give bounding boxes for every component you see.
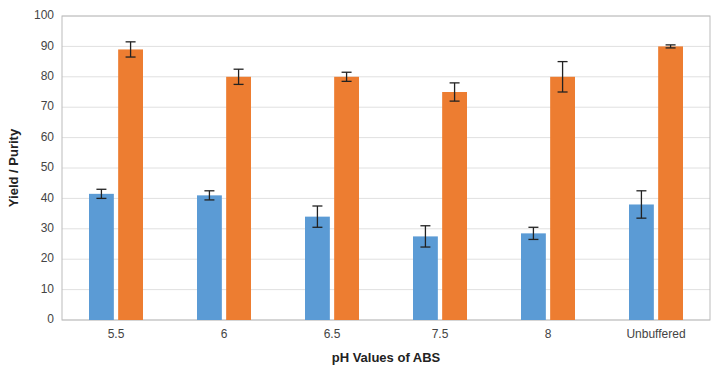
- bar: [521, 233, 546, 320]
- x-tick-label: 6: [221, 327, 228, 341]
- bar: [413, 236, 438, 320]
- bar: [334, 77, 359, 320]
- bar: [89, 194, 114, 320]
- grid-line: [62, 76, 710, 77]
- bars: [89, 42, 683, 320]
- grid-line: [62, 259, 710, 260]
- bar: [226, 77, 251, 320]
- y-tick-label: 10: [41, 282, 55, 296]
- error-bar: [450, 83, 460, 101]
- error-bar: [234, 69, 244, 84]
- error-bar: [126, 42, 136, 57]
- error-bar: [666, 45, 676, 48]
- x-tick-label: 5.5: [108, 327, 125, 341]
- bar: [118, 49, 143, 320]
- y-tick-label: 50: [41, 160, 55, 174]
- error-bar: [204, 191, 214, 200]
- error-bar: [96, 189, 106, 198]
- error-bar: [558, 62, 568, 92]
- bar: [550, 77, 575, 320]
- bar: [629, 204, 654, 320]
- bar: [197, 195, 222, 320]
- x-tick-label: 7.5: [432, 327, 449, 341]
- y-tick-label: 80: [41, 69, 55, 83]
- plot-frame: [62, 16, 710, 320]
- grid-line: [62, 46, 710, 47]
- y-tick-label: 100: [34, 8, 54, 22]
- bar: [442, 92, 467, 320]
- y-tick-label: 20: [41, 251, 55, 265]
- bar: [658, 46, 683, 320]
- y-tick-label: 30: [41, 221, 55, 235]
- y-tick-label: 90: [41, 39, 55, 53]
- grid-line: [62, 289, 710, 290]
- error-bar: [636, 191, 646, 218]
- y-tick-label: 0: [47, 312, 54, 326]
- grid-line: [62, 168, 710, 169]
- grid: [62, 16, 710, 320]
- y-tick-label: 60: [41, 130, 55, 144]
- error-bar: [528, 227, 538, 239]
- x-tick-label: 6.5: [324, 327, 341, 341]
- bar: [305, 217, 330, 320]
- chart: 0 10 20 30 40 50 60 70 80 90 100 5.5 6 6.5 7.5 8 Unbuffe…: [0, 0, 726, 372]
- x-tick-label: Unbuffered: [626, 327, 685, 341]
- y-tick-label: 40: [41, 191, 55, 205]
- x-axis-label: pH Values of ABS: [332, 350, 441, 365]
- grid-line: [62, 137, 710, 138]
- grid-line: [62, 107, 710, 108]
- y-tick-label: 70: [41, 99, 55, 113]
- error-bar: [420, 226, 430, 247]
- grid-line: [62, 198, 710, 199]
- grid-line: [62, 228, 710, 229]
- x-tick-label: 8: [545, 327, 552, 341]
- error-bar: [312, 206, 322, 227]
- error-bar: [342, 72, 352, 81]
- y-axis-label: Yield / Purity: [6, 128, 21, 207]
